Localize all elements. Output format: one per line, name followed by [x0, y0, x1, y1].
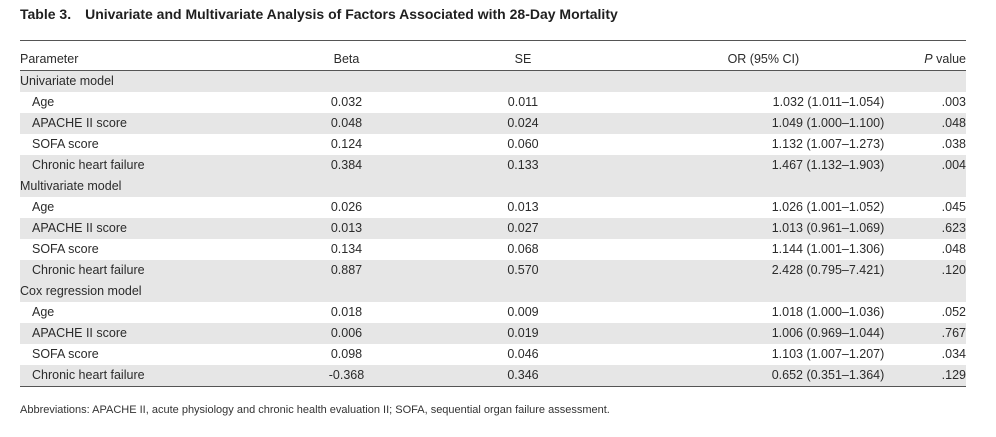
- cell-se: 0.009: [507, 305, 539, 319]
- cell-or: 1.467 (1.132–1.903): [602, 155, 925, 176]
- cell-p-value: .048: [941, 242, 966, 256]
- cell-beta: 0.026: [330, 200, 363, 214]
- cell-se: 0.027: [443, 218, 603, 239]
- cell-p-value: .767: [924, 323, 966, 344]
- section-label: Multivariate model: [20, 176, 966, 197]
- table-row: SOFA score 0.134 0.068 1.144 (1.001–1.306).…: [20, 239, 966, 260]
- cell-se: 0.570: [443, 260, 603, 281]
- cell-p-value: .038: [941, 137, 966, 151]
- cell-or: 1.032 (1.011–1.054): [772, 95, 885, 109]
- cell-p-value: .034: [941, 347, 966, 361]
- cell-p-value: .048: [924, 113, 966, 134]
- cell-or: 0.652 (0.351–1.364): [602, 365, 925, 387]
- table-number: Table 3.: [20, 6, 72, 22]
- cell-parameter: Age: [32, 305, 55, 319]
- cell-beta: 0.134: [330, 242, 363, 256]
- cell-parameter: SOFA score: [32, 137, 99, 151]
- cell-se: 0.060: [507, 137, 539, 151]
- section-label: Cox regression model: [20, 281, 966, 302]
- cell-p-value: .004: [924, 155, 966, 176]
- cell-beta: 0.013: [249, 218, 444, 239]
- cell-p-value: .129: [924, 365, 966, 387]
- table-row: Age 0.026 0.013 1.026 (1.001–1.052) .045: [20, 197, 966, 218]
- cell-p-value: .120: [924, 260, 966, 281]
- cell-beta: 0.887: [249, 260, 444, 281]
- header-se: SE: [443, 48, 603, 71]
- table-row: Chronic heart failure 0.887 0.570 2.428 (0.…: [20, 260, 966, 281]
- cell-parameter: APACHE II score: [20, 323, 250, 344]
- table-title: Table 3. Univariate and Multivariate Anal…: [20, 6, 618, 22]
- header-parameter: Parameter: [20, 48, 250, 71]
- top-rule: [20, 40, 966, 41]
- table-row: APACHE II score 0.048 0.024 1.049 (1.000–1.…: [20, 113, 966, 134]
- cell-parameter: Chronic heart failure: [20, 365, 250, 387]
- table-row: Chronic heart failure 0.384 0.133 1.467 (1.…: [20, 155, 966, 176]
- cell-beta: 0.124: [330, 137, 363, 151]
- cell-beta: 0.006: [249, 323, 444, 344]
- cell-p-value: .623: [924, 218, 966, 239]
- cell-or: 1.013 (0.961–1.069): [602, 218, 925, 239]
- cell-p-value: .003: [941, 95, 966, 109]
- footnote: Abbreviations: APACHE II, acute physiolo…: [20, 404, 610, 416]
- cell-beta: 0.018: [330, 305, 363, 319]
- cell-beta: 0.048: [249, 113, 444, 134]
- cell-se: 0.046: [507, 347, 539, 361]
- table-row: APACHE II score 0.006 0.019 1.006 (0.969–1.…: [20, 323, 966, 344]
- table-body: Univariate model Age 0.032 0.011 1.032 (1.01…: [20, 70, 966, 387]
- cell-or: 1.006 (0.969–1.044): [602, 323, 925, 344]
- cell-beta: 0.384: [249, 155, 444, 176]
- cell-parameter: SOFA score: [32, 242, 99, 256]
- cell-se: 0.013: [507, 200, 539, 214]
- table-row: SOFA score 0.098 0.046 1.103 (1.007–1.207).…: [20, 344, 966, 365]
- cell-or: 1.103 (1.007–1.207): [771, 347, 885, 361]
- cell-se: 0.019: [443, 323, 603, 344]
- cell-p-value: .052: [941, 305, 966, 319]
- cell-beta: -0.368: [249, 365, 444, 387]
- table-row: SOFA score 0.124 0.060 1.132 (1.007–1.273).…: [20, 134, 966, 155]
- cell-p-value: .045: [941, 200, 966, 214]
- cell-or: 1.049 (1.000–1.100): [602, 113, 925, 134]
- cell-parameter: Age: [32, 95, 55, 109]
- cell-parameter: Age: [32, 200, 55, 214]
- cell-parameter: APACHE II score: [20, 113, 250, 134]
- cell-parameter: SOFA score: [32, 347, 99, 361]
- section-row: Univariate model: [20, 70, 966, 92]
- cell-se: 0.133: [443, 155, 603, 176]
- table-row: APACHE II score 0.013 0.027 1.013 (0.961–1.…: [20, 218, 966, 239]
- section-row: Multivariate model: [20, 176, 966, 197]
- cell-parameter: Chronic heart failure: [20, 260, 250, 281]
- cell-or: 1.132 (1.007–1.273): [771, 137, 885, 151]
- header-p-value: P value: [924, 48, 966, 71]
- results-table: Parameter Beta SE OR (95% CI) P value Un…: [20, 48, 966, 387]
- table-row: Chronic heart failure -0.368 0.346 0.652 (0…: [20, 365, 966, 387]
- header-p-rest: value: [932, 51, 966, 66]
- section-row: Cox regression model: [20, 281, 966, 302]
- cell-parameter: APACHE II score: [20, 218, 250, 239]
- table-row: Age 0.018 0.009 1.018 (1.000–1.036) .052: [20, 302, 966, 323]
- header-or: OR (95% CI): [602, 48, 925, 71]
- header-p-italic: P: [924, 51, 933, 66]
- cell-se: 0.024: [443, 113, 603, 134]
- cell-beta: 0.032: [330, 95, 363, 109]
- table-caption: Univariate and Multivariate Analysis of …: [85, 6, 618, 22]
- cell-se: 0.068: [507, 242, 539, 256]
- cell-or: 2.428 (0.795–7.421): [602, 260, 925, 281]
- section-label: Univariate model: [20, 70, 966, 92]
- cell-se: 0.346: [443, 365, 603, 387]
- header-beta: Beta: [249, 48, 444, 71]
- cell-or: 1.018 (1.000–1.036): [771, 305, 885, 319]
- cell-se: 0.011: [507, 95, 539, 109]
- cell-or: 1.144 (1.001–1.306): [771, 242, 885, 256]
- cell-beta: 0.098: [330, 347, 363, 361]
- cell-or: 1.026 (1.001–1.052): [771, 200, 885, 214]
- header-row: Parameter Beta SE OR (95% CI) P value: [20, 48, 966, 71]
- table-row: Age 0.032 0.011 1.032 (1.011–1.054) .003: [20, 92, 966, 113]
- cell-parameter: Chronic heart failure: [20, 155, 250, 176]
